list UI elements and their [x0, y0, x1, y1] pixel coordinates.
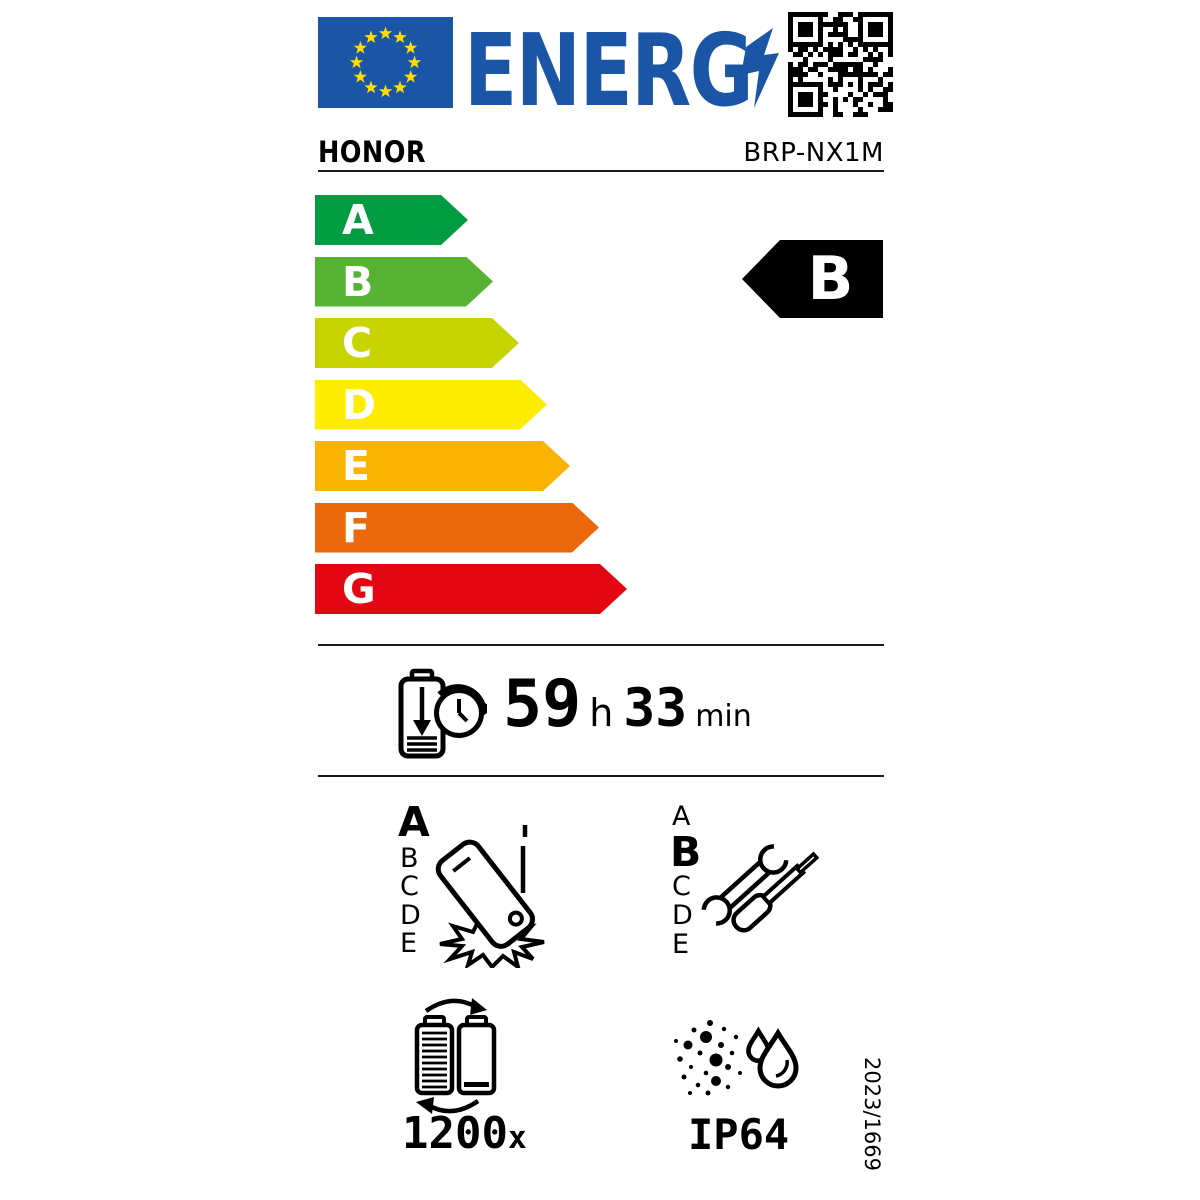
eu-flag-icon — [318, 17, 453, 108]
drop-resistance-scale-letter: C — [400, 871, 419, 902]
efficiency-class-arrow-b: B — [315, 257, 493, 307]
efficiency-class-arrow-f: F — [315, 503, 599, 553]
device-rating-arrow: B — [742, 240, 883, 318]
dust-water-icon — [674, 1020, 799, 1096]
efficiency-class-arrow-d: D — [315, 380, 547, 430]
energy-logo-text: ENERG — [464, 12, 754, 129]
battery-clock-icon — [398, 668, 487, 759]
divider — [318, 170, 884, 172]
efficiency-class-arrow-c: C — [315, 318, 519, 368]
regulation-number: 2023/1669 — [860, 1057, 884, 1171]
drop-resistance-scale-letter: E — [400, 928, 418, 959]
divider — [318, 644, 884, 646]
dust-particles — [674, 1020, 742, 1096]
drop-resistance-scale-letter: A — [398, 798, 430, 846]
cycles-number: 1200 — [402, 1108, 508, 1159]
lightning-bolt-icon — [741, 28, 779, 108]
efficiency-class-arrow-g: G — [315, 564, 627, 614]
endurance-hours: 59 — [503, 667, 582, 742]
brand-name: HONOR — [318, 135, 426, 169]
battery-endurance-value: 59 h 33 min — [503, 672, 752, 737]
repairability-scale-letter: D — [672, 900, 693, 931]
drop-resistance-scale-letter: D — [400, 900, 421, 931]
ingress-protection-value: IP64 — [688, 1110, 790, 1159]
divider — [318, 775, 884, 777]
efficiency-class-arrow-a: A — [315, 195, 468, 245]
falling-phone-icon — [435, 825, 545, 968]
endurance-hours-unit: h — [589, 691, 614, 735]
battery-cycle-icon — [414, 998, 497, 1114]
cycles-unit: x — [507, 1120, 527, 1156]
battery-cycles-value: 1200 x — [402, 1112, 527, 1156]
qr-code — [788, 12, 893, 117]
endurance-minutes-unit: min — [695, 699, 752, 734]
drop-resistance-scale-letter: B — [400, 843, 419, 874]
repairability-scale-letter: A — [672, 801, 691, 832]
model-identifier: BRP-NX1M — [743, 138, 884, 168]
efficiency-class-arrow-e: E — [315, 441, 570, 491]
repairability-scale-letter: B — [670, 828, 702, 876]
device-rating-letter: B — [807, 244, 854, 314]
large-water-drop — [757, 1028, 799, 1089]
repairability-scale-letter: E — [672, 929, 690, 960]
endurance-minutes: 33 — [623, 678, 688, 739]
repairability-scale-letter: C — [672, 871, 691, 902]
repair-tools-icon — [701, 844, 820, 933]
